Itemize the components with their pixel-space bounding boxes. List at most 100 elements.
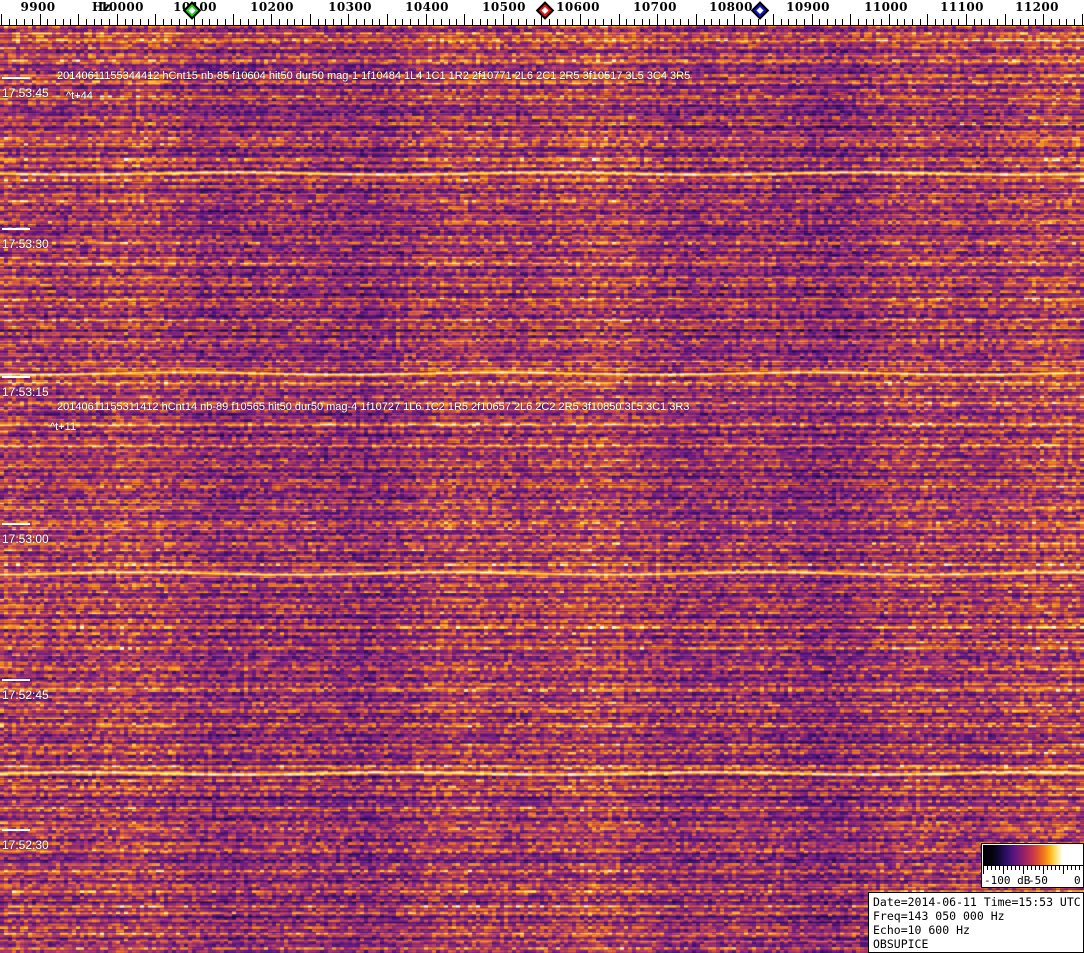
colour-minor-tick — [1051, 865, 1052, 870]
ruler-label-10300: 10300 — [328, 0, 372, 14]
ruler-major-tick — [541, 14, 542, 26]
ruler-major-tick — [1005, 14, 1006, 26]
frequency-ruler[interactable]: 9900100001010010200103001040010500106001… — [0, 0, 1084, 26]
ruler-minor-tick — [758, 19, 759, 26]
ruler-minor-tick — [148, 19, 149, 26]
ruler-label-10800: 10800 — [709, 0, 753, 14]
ruler-minor-tick — [240, 19, 241, 26]
ruler-minor-tick — [410, 19, 411, 26]
ruler-minor-tick — [642, 19, 643, 26]
marker-core — [541, 6, 549, 15]
ruler-minor-tick — [1074, 19, 1075, 26]
ruler-minor-tick — [526, 19, 527, 26]
ruler-major-tick — [194, 14, 195, 26]
ruler-label-11100: 11100 — [940, 0, 984, 14]
ruler-minor-tick — [1066, 19, 1067, 26]
ruler-major-tick — [773, 14, 774, 26]
info-line-freq: Freq=143 050 000 Hz — [873, 909, 1005, 923]
ruler-minor-tick — [688, 19, 689, 26]
colour-minor-tick — [1011, 865, 1012, 870]
ruler-major-tick — [812, 14, 813, 26]
colour-minor-tick — [999, 865, 1000, 870]
ruler-minor-tick — [179, 19, 180, 26]
colour-minor-tick — [1035, 865, 1036, 870]
ruler-minor-tick — [997, 19, 998, 26]
ruler-minor-tick — [109, 19, 110, 26]
ruler-minor-tick — [163, 19, 164, 26]
info-line-station: OBSUPICE — [873, 937, 929, 951]
ruler-minor-tick — [804, 19, 805, 26]
ruler-baseline — [0, 25, 1084, 26]
ruler-label-10500: 10500 — [482, 0, 526, 14]
ruler-major-tick — [734, 14, 735, 26]
ruler-minor-tick — [140, 19, 141, 26]
spectrogram-image[interactable] — [0, 26, 1084, 953]
colour-scale-legend: -100 dB -50 0 — [981, 843, 1084, 888]
ruler-minor-tick — [202, 19, 203, 26]
ruler-minor-tick — [989, 19, 990, 26]
ruler-minor-tick — [32, 19, 33, 26]
ruler-minor-tick — [781, 19, 782, 26]
ruler-minor-tick — [372, 19, 373, 26]
ruler-minor-tick — [727, 19, 728, 26]
ruler-minor-tick — [47, 19, 48, 26]
info-line-echo: Echo=10 600 Hz — [873, 923, 970, 937]
ruler-minor-tick — [873, 19, 874, 26]
ruler-minor-tick — [418, 19, 419, 26]
ruler-unit-label: Hz — [92, 0, 111, 14]
ruler-minor-tick — [495, 19, 496, 26]
colour-minor-tick — [995, 865, 996, 870]
ruler-major-tick — [966, 14, 967, 26]
ruler-minor-tick — [788, 19, 789, 26]
ruler-minor-tick — [341, 19, 342, 26]
ruler-minor-tick — [842, 19, 843, 26]
spectrogram-panel[interactable]: 17:53:45 17:53:30 17:53:15 17:53:00 17:52:45… — [0, 26, 1084, 953]
ruler-minor-tick — [634, 19, 635, 26]
ruler-minor-tick — [94, 19, 95, 26]
ruler-major-tick — [464, 14, 465, 26]
colour-major-tick — [1003, 865, 1004, 874]
time-tick-mark — [2, 829, 30, 831]
ruler-major-tick — [889, 14, 890, 26]
ruler-minor-tick — [294, 19, 295, 26]
ruler-minor-tick — [55, 19, 56, 26]
ruler-minor-tick — [750, 19, 751, 26]
ruler-minor-tick — [665, 19, 666, 26]
ruler-label-10700: 10700 — [633, 0, 677, 14]
ruler-minor-tick — [487, 19, 488, 26]
ruler-minor-tick — [287, 19, 288, 26]
ruler-minor-tick — [858, 19, 859, 26]
ruler-minor-tick — [63, 19, 64, 26]
ruler-label-10600: 10600 — [556, 0, 600, 14]
ruler-minor-tick — [16, 19, 17, 26]
ruler-label-9900: 9900 — [20, 0, 56, 14]
ruler-minor-tick — [588, 19, 589, 26]
colour-major-tick — [983, 865, 984, 874]
ruler-minor-tick — [603, 19, 604, 26]
ruler-minor-tick — [279, 19, 280, 26]
ruler-major-tick — [40, 14, 41, 26]
ruler-minor-tick — [125, 19, 126, 26]
ruler-minor-tick — [595, 19, 596, 26]
ruler-minor-tick — [449, 19, 450, 26]
ruler-minor-tick — [827, 19, 828, 26]
ruler-minor-tick — [256, 19, 257, 26]
ruler-label-11000: 11000 — [864, 0, 908, 14]
ruler-minor-tick — [364, 19, 365, 26]
ruler-minor-tick — [1059, 19, 1060, 26]
ruler-minor-tick — [70, 19, 71, 26]
ruler-minor-tick — [318, 19, 319, 26]
blue-marker-icon[interactable] — [750, 1, 770, 20]
ruler-minor-tick — [711, 19, 712, 26]
ruler-minor-tick — [132, 19, 133, 26]
colour-minor-tick — [1019, 865, 1020, 870]
colour-scale-mid-label: -50 — [1028, 874, 1048, 887]
ruler-minor-tick — [511, 19, 512, 26]
ruler-major-tick — [1, 14, 2, 26]
colour-scale-ticks — [983, 865, 1084, 874]
ruler-minor-tick — [904, 19, 905, 26]
colour-minor-tick — [1079, 865, 1080, 870]
colour-minor-tick — [987, 865, 988, 870]
time-tick-mark — [2, 679, 30, 681]
red-marker-icon[interactable] — [535, 1, 555, 20]
